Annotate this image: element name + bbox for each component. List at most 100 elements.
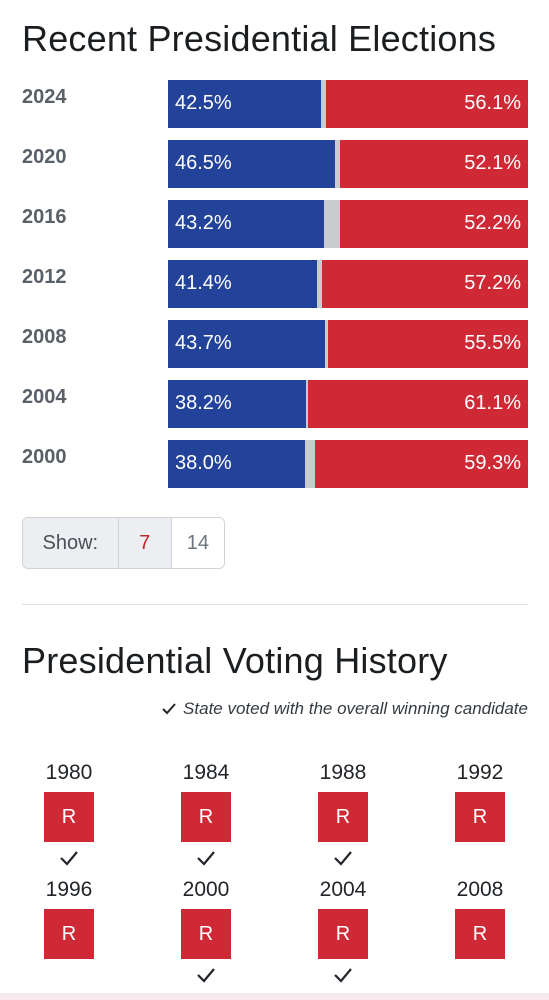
democrat-segment (168, 200, 324, 248)
democrat-segment (168, 80, 321, 128)
republican-percent: 59.3% (464, 452, 521, 474)
winner-check-slot (151, 846, 261, 870)
history-year: 2000 (182, 878, 230, 901)
history-item-1988: 1988 R (288, 760, 398, 870)
winner-check-slot (288, 846, 398, 870)
democrat-segment (168, 320, 325, 368)
result-bar: 38.0% 59.3% (168, 440, 528, 488)
republican-segment (326, 80, 528, 128)
result-bar: 38.2% 61.1% (168, 380, 528, 428)
republican-segment (340, 200, 528, 248)
result-bar: 42.5% 56.1% (168, 80, 528, 128)
check-icon (197, 851, 215, 866)
democrat-segment (168, 440, 305, 488)
election-row-2020: 2020 46.5% 52.1% (0, 140, 549, 188)
bottom-edge (0, 993, 549, 1000)
election-row-2012: 2012 41.4% 57.2% (0, 260, 549, 308)
election-row-2024: 2024 42.5% 56.1% (0, 80, 549, 128)
republican-percent: 52.1% (464, 152, 521, 174)
party-badge: R (455, 909, 505, 959)
republican-segment (308, 380, 528, 428)
check-icon (162, 703, 176, 715)
winner-check-slot (14, 963, 124, 987)
other-segment (324, 200, 340, 248)
history-year: 1984 (182, 761, 230, 784)
republican-segment (328, 320, 528, 368)
check-icon (334, 968, 352, 983)
election-year: 2016 (22, 206, 67, 228)
election-year: 2000 (22, 446, 67, 468)
history-item-1980: 1980 R (14, 760, 124, 870)
democrat-segment (168, 380, 306, 428)
history-item-1984: 1984 R (151, 760, 261, 870)
winner-check-slot (14, 846, 124, 870)
other-segment (335, 140, 340, 188)
party-badge: R (181, 792, 231, 842)
election-year: 2024 (22, 86, 67, 108)
other-segment (325, 320, 328, 368)
democrat-percent: 38.0% (175, 452, 232, 474)
check-icon (334, 851, 352, 866)
show-option-14[interactable]: 14 (171, 518, 224, 568)
election-row-2000: 2000 38.0% 59.3% (0, 440, 549, 488)
republican-percent: 61.1% (464, 392, 521, 414)
election-row-2004: 2004 38.2% 61.1% (0, 380, 549, 428)
section-divider (22, 604, 528, 605)
republican-percent: 57.2% (464, 272, 521, 294)
winner-legend: State voted with the overall winning can… (161, 699, 528, 719)
party-badge: R (455, 792, 505, 842)
democrat-percent: 43.2% (175, 212, 232, 234)
history-item-1996: 1996 R (14, 877, 124, 987)
republican-percent: 55.5% (464, 332, 521, 354)
check-icon (60, 851, 78, 866)
result-bar: 43.7% 55.5% (168, 320, 528, 368)
winner-check-slot (425, 963, 535, 987)
result-bar: 43.2% 52.2% (168, 200, 528, 248)
history-item-2000: 2000 R (151, 877, 261, 987)
democrat-segment (168, 140, 335, 188)
other-segment (305, 440, 315, 488)
other-segment (317, 260, 322, 308)
history-year: 2004 (319, 878, 367, 901)
history-year: 1996 (45, 878, 93, 901)
winner-check-slot (425, 846, 535, 870)
democrat-percent: 38.2% (175, 392, 232, 414)
democrat-percent: 42.5% (175, 92, 232, 114)
republican-segment (322, 260, 528, 308)
republican-percent: 56.1% (464, 92, 521, 114)
check-icon (197, 968, 215, 983)
history-item-1992: 1992 R (425, 760, 535, 870)
democrat-percent: 46.5% (175, 152, 232, 174)
voting-history-title: Presidential Voting History (22, 640, 448, 681)
election-year: 2012 (22, 266, 67, 288)
legend-text: State voted with the overall winning can… (183, 699, 528, 718)
election-year: 2020 (22, 146, 67, 168)
history-item-2004: 2004 R (288, 877, 398, 987)
winner-check-slot (151, 963, 261, 987)
election-year: 2008 (22, 326, 67, 348)
election-row-2016: 2016 43.2% 52.2% (0, 200, 549, 248)
party-badge: R (318, 792, 368, 842)
party-badge: R (318, 909, 368, 959)
show-option-7[interactable]: 7 (118, 518, 172, 568)
other-segment (306, 380, 308, 428)
winner-check-slot (288, 963, 398, 987)
result-bar: 41.4% 57.2% (168, 260, 528, 308)
recent-elections-title: Recent Presidential Elections (22, 18, 497, 59)
party-badge: R (44, 909, 94, 959)
other-segment (321, 80, 326, 128)
republican-segment (340, 140, 528, 188)
result-bar: 46.5% 52.1% (168, 140, 528, 188)
party-badge: R (44, 792, 94, 842)
show-count-selector: Show: 7 14 (22, 517, 225, 569)
democrat-percent: 43.7% (175, 332, 232, 354)
republican-segment (315, 440, 528, 488)
show-label: Show: (23, 518, 119, 568)
election-row-2008: 2008 43.7% 55.5% (0, 320, 549, 368)
election-year: 2004 (22, 386, 67, 408)
history-year: 1980 (45, 761, 93, 784)
democrat-percent: 41.4% (175, 272, 232, 294)
republican-percent: 52.2% (464, 212, 521, 234)
history-item-2008: 2008 R (425, 877, 535, 987)
history-year: 1992 (456, 761, 504, 784)
